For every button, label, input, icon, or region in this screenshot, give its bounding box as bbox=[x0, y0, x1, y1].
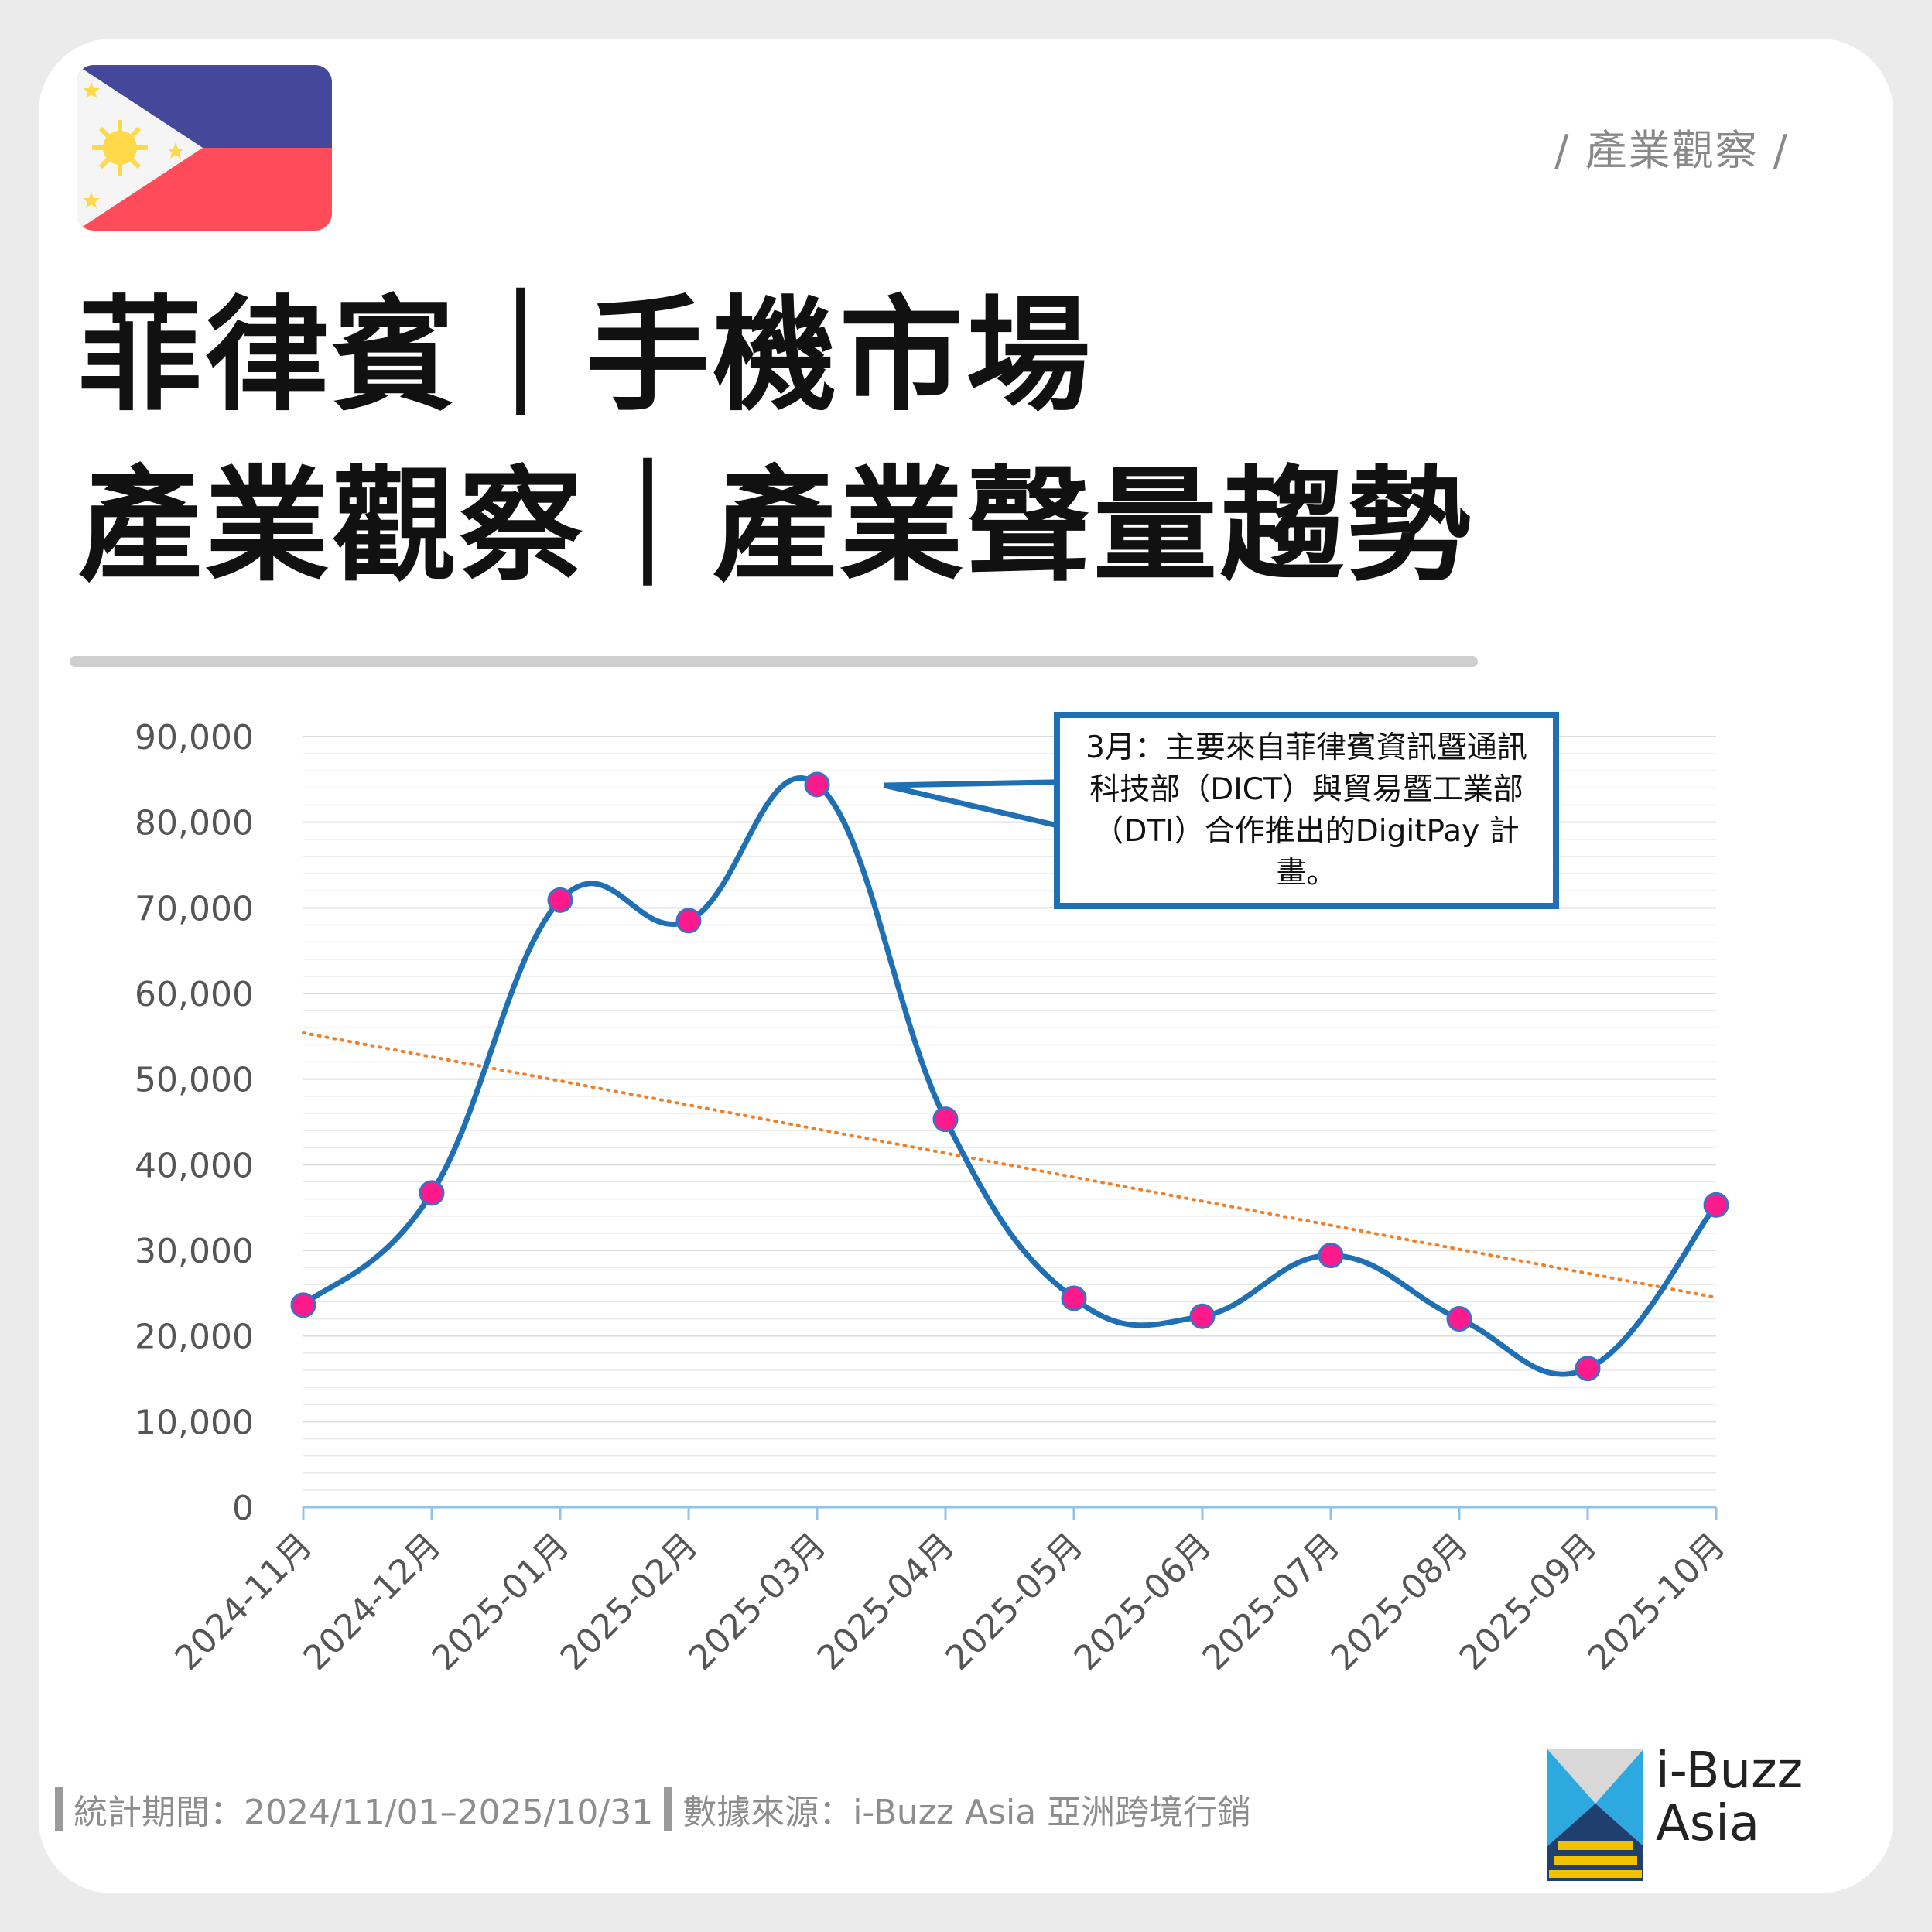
data-point bbox=[675, 908, 702, 934]
data-point bbox=[290, 1292, 316, 1318]
y-tick-label: 80,000 bbox=[135, 804, 254, 843]
y-tick-label: 30,000 bbox=[135, 1232, 254, 1271]
y-tick-label: 40,000 bbox=[135, 1146, 254, 1185]
data-point bbox=[1575, 1356, 1601, 1382]
infographic-card bbox=[39, 39, 1893, 1893]
x-tick-label: 2025-07月 bbox=[1195, 1526, 1348, 1678]
title-divider bbox=[70, 656, 1478, 667]
annotation-callout: 3月：主要來自菲律賓資訊暨通訊科技部（DICT）與貿易暨工業部（DTI）合作推出… bbox=[1054, 712, 1559, 909]
data-point bbox=[1318, 1243, 1344, 1269]
x-tick-label: 2024-12月 bbox=[296, 1526, 449, 1678]
x-tick-label: 2025-03月 bbox=[682, 1526, 834, 1678]
data-point bbox=[1061, 1285, 1087, 1311]
x-tick-label: 2025-09月 bbox=[1452, 1526, 1605, 1678]
x-tick-label: 2025-04月 bbox=[810, 1526, 963, 1678]
y-tick-label: 10,000 bbox=[135, 1403, 254, 1442]
y-tick-label: 90,000 bbox=[135, 718, 254, 757]
data-point bbox=[804, 771, 830, 798]
callout-pointer bbox=[884, 778, 1092, 836]
section-tag: / 產業觀察 / bbox=[1554, 126, 1789, 175]
data-point bbox=[547, 887, 573, 913]
footer: 統計期間：2024/11/01–2025/10/31 數據來源：i-Buzz A… bbox=[55, 1786, 1251, 1832]
page-title-line2: 產業觀察｜產業聲量趨勢 bbox=[78, 453, 1475, 598]
footer-divider bbox=[664, 1787, 672, 1831]
data-point bbox=[1189, 1303, 1216, 1329]
data-point bbox=[419, 1180, 445, 1206]
logo-line1: i-Buzz bbox=[1656, 1742, 1804, 1800]
logo-line2: Asia bbox=[1656, 1795, 1760, 1852]
logo-wordmark: i-Buzz Asia bbox=[1656, 1745, 1803, 1850]
page-title-line1: 菲律賓｜手機市場 bbox=[78, 283, 1094, 428]
y-tick-label: 70,000 bbox=[135, 889, 254, 928]
data-point bbox=[1446, 1306, 1472, 1332]
data-point bbox=[1703, 1192, 1729, 1218]
x-tick-label: 2024-11月 bbox=[168, 1526, 320, 1678]
i-buzz-asia-logo-icon bbox=[1547, 1749, 1643, 1881]
x-tick-label: 2025-05月 bbox=[939, 1526, 1091, 1678]
data-point bbox=[932, 1106, 959, 1133]
x-tick-label: 2025-06月 bbox=[1067, 1526, 1219, 1678]
x-tick-label: 2025-10月 bbox=[1581, 1526, 1733, 1678]
x-tick-label: 2025-01月 bbox=[425, 1526, 577, 1678]
y-tick-label: 60,000 bbox=[135, 975, 254, 1014]
x-tick-label: 2025-08月 bbox=[1324, 1526, 1476, 1678]
y-tick-label: 20,000 bbox=[135, 1318, 254, 1357]
footer-divider bbox=[55, 1787, 63, 1831]
annotation-text: 3月：主要來自菲律賓資訊暨通訊科技部（DICT）與貿易暨工業部（DTI）合作推出… bbox=[1086, 730, 1527, 891]
philippines-flag-icon bbox=[77, 65, 332, 231]
trendline bbox=[302, 1031, 1718, 1299]
footer-period: 統計期間：2024/11/01–2025/10/31 bbox=[74, 1793, 654, 1832]
x-tick-label: 2025-02月 bbox=[553, 1526, 706, 1678]
footer-source: 數據來源：i-Buzz Asia 亞洲跨境行銷 bbox=[682, 1793, 1252, 1832]
y-tick-label: 50,000 bbox=[135, 1061, 254, 1100]
y-tick-label: 0 bbox=[232, 1489, 254, 1528]
